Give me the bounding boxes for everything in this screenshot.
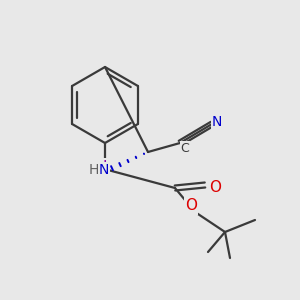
Text: N: N [99,163,109,177]
Text: N: N [212,115,222,129]
Text: O: O [185,199,197,214]
Text: O: O [209,179,221,194]
Text: I: I [103,160,107,175]
Text: H: H [89,163,99,177]
Text: C: C [181,142,189,154]
